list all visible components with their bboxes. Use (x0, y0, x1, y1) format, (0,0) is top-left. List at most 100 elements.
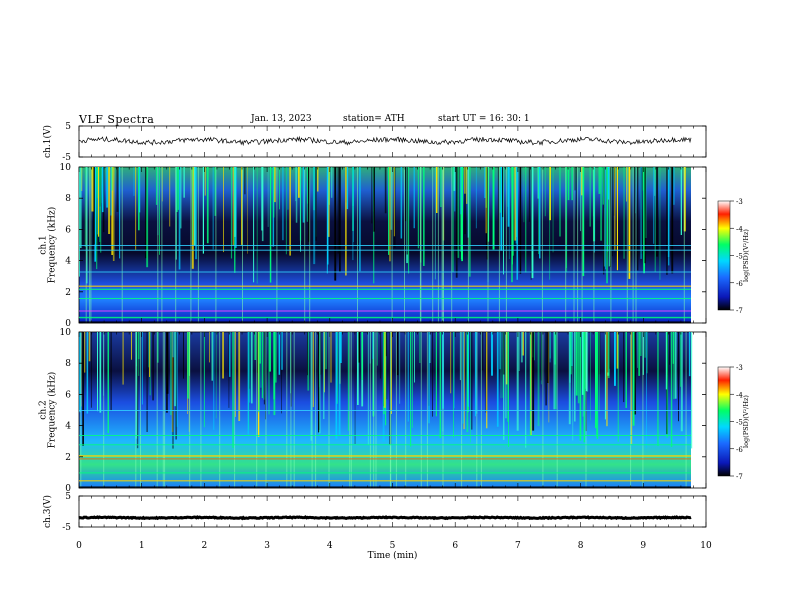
narrowband-line (79, 245, 691, 246)
sferic-streak (460, 167, 462, 215)
sferic-streak (79, 167, 80, 277)
sferic-streak (86, 332, 89, 414)
sferic-streak (511, 167, 513, 283)
sferic-streak (308, 167, 310, 242)
sferic-streak (673, 167, 675, 205)
sferic-streak (307, 332, 310, 391)
sferic-streak (464, 167, 466, 235)
sferic-streak (638, 332, 641, 376)
y-tick-label: 5 (65, 122, 71, 132)
sferic-streak (230, 167, 233, 259)
sferic-streak (174, 332, 176, 407)
sferic-streak (598, 332, 600, 412)
sferic-streak (93, 167, 95, 245)
sferic-streak (354, 332, 356, 444)
sferic-streak (183, 332, 184, 379)
sferic-streak (371, 167, 373, 224)
sferic-streak (514, 167, 517, 241)
sferic-streak (136, 332, 139, 449)
sferic-streak (544, 167, 546, 217)
sferic-streak (90, 332, 92, 408)
sferic-streak (453, 332, 455, 409)
sferic-streak (410, 332, 412, 447)
sferic-streak (528, 167, 530, 222)
sferic-streak (282, 167, 284, 241)
sferic-streak (307, 332, 308, 376)
sferic-streak (669, 332, 671, 365)
sferic-streak (583, 332, 586, 443)
narrowband-line (79, 316, 691, 319)
sferic-streak (102, 167, 105, 233)
sferic-streak (122, 332, 124, 385)
sferic-streak (532, 332, 535, 431)
sferic-streak (471, 332, 473, 430)
start-time-label: start UT = 16: 30: 1 (438, 114, 530, 124)
sferic-streak (298, 167, 300, 198)
sferic-streak (423, 167, 425, 266)
sferic-streak (178, 167, 181, 270)
sferic-streak (170, 332, 172, 416)
sferic-streak (306, 167, 308, 222)
y-tick-label: 10 (60, 328, 72, 338)
sferic-streak (116, 167, 119, 212)
sferic-streak (679, 332, 682, 387)
colorbar-tick-label: -6 (736, 280, 743, 288)
sferic-streak (91, 167, 94, 212)
sferic-streak (319, 332, 321, 434)
x-tick-label: 5 (390, 541, 396, 551)
sferic-streak (263, 332, 265, 405)
sferic-streak (241, 167, 243, 245)
sferic-streak (138, 167, 140, 231)
sferic-streak (307, 167, 309, 204)
y-tick-label: 2 (65, 453, 71, 463)
sferic-streak (659, 167, 661, 280)
sferic-streak (310, 332, 313, 441)
narrowband-line (79, 288, 691, 290)
sferic-streak (637, 167, 639, 271)
sferic-streak (86, 167, 88, 284)
sferic-streak (152, 332, 154, 401)
sferic-streak (570, 332, 573, 366)
sferic-streak (258, 332, 260, 413)
sferic-streak (229, 332, 231, 377)
sferic-streak (640, 332, 642, 356)
sferic-streak (394, 167, 396, 248)
y-tick-label: 4 (65, 422, 71, 432)
sferic-streak (172, 332, 174, 449)
sferic-streak (571, 167, 573, 201)
sferic-streak (468, 167, 471, 277)
colorbar-label: log(PSD)(V²/Hz) (742, 395, 750, 448)
sferic-streak (519, 167, 522, 274)
sferic-streak (486, 332, 488, 429)
narrowband-line (79, 249, 691, 251)
sferic-streak (315, 167, 317, 241)
sferic-streak (145, 167, 147, 259)
sferic-streak (386, 332, 388, 400)
narrowband-line (79, 486, 691, 489)
y-axis-label: ch.3(V) (42, 495, 53, 528)
narrowband-line (79, 458, 691, 460)
sferic-streak (407, 332, 409, 422)
sferic-streak (244, 167, 246, 195)
sferic-streak (312, 332, 314, 408)
sferic-streak (157, 332, 159, 363)
sferic-streak (339, 332, 342, 363)
x-tick-label: 6 (452, 541, 458, 551)
colorbar-label: log(PSD)(V²/Hz) (742, 229, 750, 282)
sferic-streak (325, 332, 327, 370)
y-tick-label: 6 (65, 225, 71, 235)
sferic-streak (616, 332, 619, 369)
sferic-streak (628, 167, 631, 279)
narrowband-line (79, 435, 691, 436)
sferic-streak (529, 332, 532, 436)
date-label: Jan. 13, 2023 (251, 114, 312, 124)
sferic-streak (279, 167, 280, 210)
sferic-streak (268, 332, 270, 415)
sferic-streak (388, 167, 390, 255)
sferic-streak (281, 332, 283, 370)
sferic-streak (644, 167, 646, 264)
sferic-streak (691, 332, 693, 449)
sferic-streak (566, 167, 567, 268)
sferic-streak (547, 332, 549, 383)
